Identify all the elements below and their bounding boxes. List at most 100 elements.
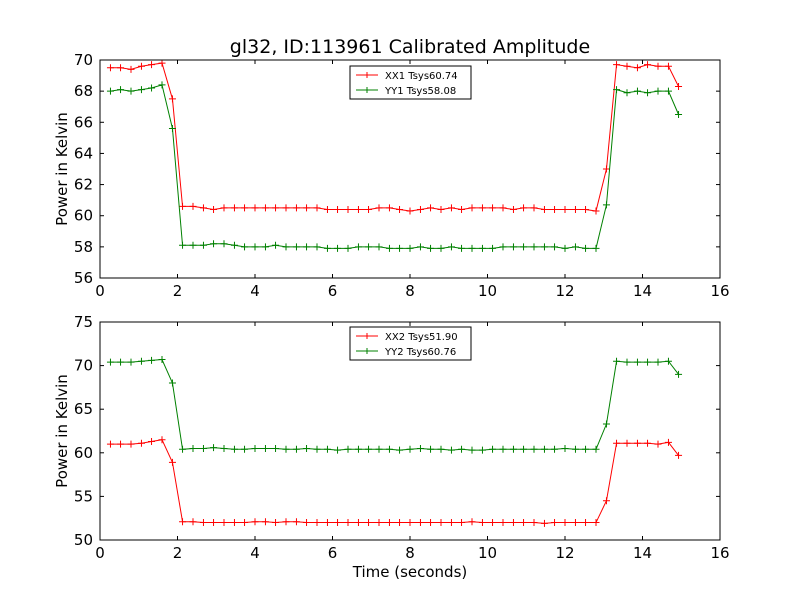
data-point (406, 244, 414, 252)
data-point (654, 440, 662, 448)
data-point (117, 64, 125, 72)
data-point (168, 125, 176, 133)
data-point (530, 445, 538, 453)
data-point (199, 444, 207, 452)
data-point (385, 519, 393, 527)
data-point (396, 446, 404, 454)
data-point (220, 444, 228, 452)
data-point (168, 95, 176, 103)
data-point (282, 445, 290, 453)
data-point (602, 497, 610, 505)
data-point (561, 244, 569, 252)
data-point (106, 358, 114, 366)
data-point (344, 445, 352, 453)
y-axis-label: Power in Kelvin (53, 112, 71, 226)
data-point (148, 84, 156, 92)
data-point (323, 244, 331, 252)
data-point (623, 439, 631, 447)
data-point (375, 519, 383, 527)
data-point (251, 243, 259, 251)
y-tick-label: 62 (74, 176, 93, 194)
x-tick-label: 2 (173, 544, 183, 562)
data-point (323, 519, 331, 527)
legend-label: XX1 Tsys60.74 (385, 71, 458, 82)
data-point (623, 358, 631, 366)
data-point (499, 204, 507, 212)
data-point (189, 444, 197, 452)
legend: XX1 Tsys60.74 YY1 Tsys58.08 (349, 65, 472, 100)
legend-marker (364, 72, 370, 78)
data-point (633, 358, 641, 366)
data-point (602, 420, 610, 428)
data-point (137, 357, 145, 365)
data-point (230, 204, 238, 212)
data-point (344, 519, 352, 527)
data-point (551, 519, 559, 527)
data-point (633, 439, 641, 447)
data-point (117, 86, 125, 94)
data-point (313, 243, 321, 251)
data-point (189, 202, 197, 210)
data-point (199, 204, 207, 212)
data-point (396, 244, 404, 252)
data-point (148, 356, 156, 364)
data-point (592, 519, 600, 527)
data-point (561, 444, 569, 452)
data-point (396, 205, 404, 213)
data-point (489, 244, 497, 252)
data-point (303, 519, 311, 527)
data-point (117, 358, 125, 366)
data-point (292, 518, 300, 526)
data-point (664, 87, 672, 95)
data-point (344, 205, 352, 213)
data-point (613, 357, 621, 365)
data-point (127, 440, 135, 448)
data-point (582, 205, 590, 213)
data-point (127, 87, 135, 95)
series-line-1 (110, 439, 679, 524)
data-point (520, 445, 528, 453)
y-tick-label: 68 (74, 82, 93, 100)
data-point (509, 445, 517, 453)
data-point (582, 519, 590, 527)
data-point (571, 445, 579, 453)
data-point (241, 243, 249, 251)
data-point (375, 204, 383, 212)
data-point (427, 445, 435, 453)
data-point (447, 243, 455, 251)
data-point (416, 444, 424, 452)
x-tick-label: 14 (633, 544, 652, 562)
y-tick-label: 50 (74, 531, 93, 549)
data-point (499, 445, 507, 453)
y-tick-label: 55 (74, 487, 93, 505)
data-point (406, 207, 414, 215)
data-point (447, 204, 455, 212)
y-tick-label: 64 (74, 144, 93, 162)
data-point (220, 204, 228, 212)
data-point (540, 205, 548, 213)
series-line-2 (110, 358, 679, 451)
data-point (447, 446, 455, 454)
data-point (468, 446, 476, 454)
data-point (582, 445, 590, 453)
x-tick-label: 16 (710, 544, 729, 562)
plot-bottom: 0 2 4 6 8 10 12 14 16 50 55 60 65 70 75 Power in Kelvin… (53, 313, 730, 581)
data-point (199, 241, 207, 249)
data-point (602, 201, 610, 209)
data-point (272, 519, 280, 527)
data-point (396, 519, 404, 527)
data-point (675, 370, 683, 378)
data-point (117, 440, 125, 448)
data-point (675, 451, 683, 459)
data-point (199, 519, 207, 527)
y-tick-label: 70 (74, 357, 93, 375)
data-point (334, 244, 342, 252)
x-tick-label: 4 (250, 544, 260, 562)
data-point (468, 518, 476, 526)
data-point (365, 243, 373, 251)
data-point (354, 519, 362, 527)
data-point (261, 204, 269, 212)
data-point (540, 243, 548, 251)
legend-box (349, 326, 472, 361)
data-point (230, 445, 238, 453)
